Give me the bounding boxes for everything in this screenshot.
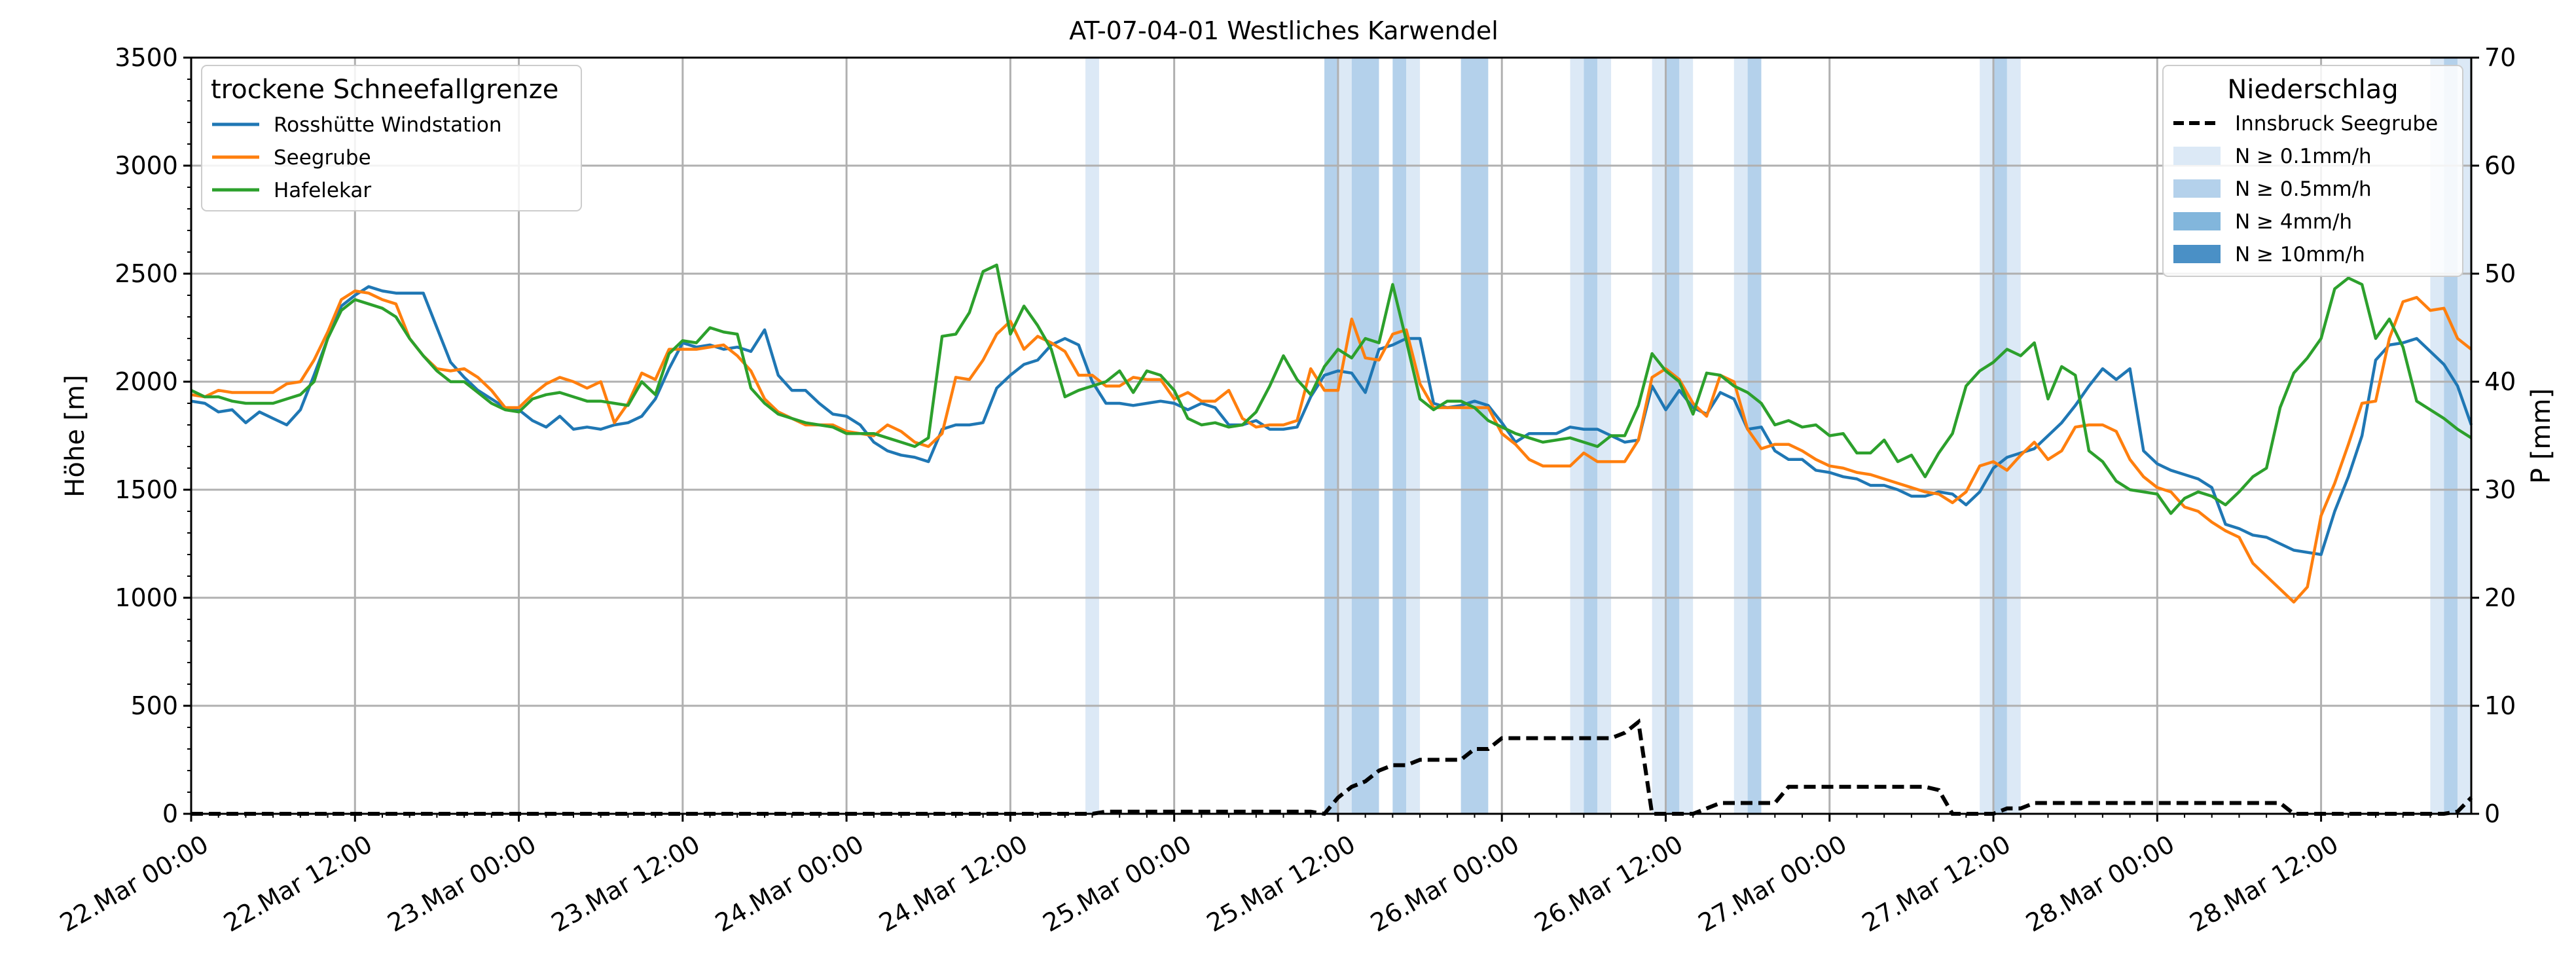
legend-right-label: N ≥ 10mm/h <box>2235 243 2365 266</box>
precip-band <box>1406 58 1421 814</box>
legend-right-line-label: Innsbruck Seegrube <box>2235 112 2438 136</box>
y-tick-label-left: 2000 <box>115 367 178 396</box>
y-tick-label-right: 0 <box>2484 799 2500 828</box>
axes <box>190 56 2473 815</box>
precip-band <box>1392 58 1407 814</box>
precip-band <box>1570 58 1584 814</box>
legend-left-label: Seegrube <box>274 146 371 170</box>
legend-right-swatch <box>2173 147 2221 165</box>
y-tick-label-left: 3000 <box>115 151 178 180</box>
precip-band <box>1980 58 1994 814</box>
legend-right-label: N ≥ 4mm/h <box>2235 210 2352 234</box>
chart-title: AT-07-04-01 Westliches Karwendel <box>1069 16 1498 45</box>
legend-left: trockene Schneefallgrenze Rosshütte Wind… <box>201 65 582 211</box>
precip-sum-line <box>191 718 2473 816</box>
precip-band <box>1351 58 1379 814</box>
plot-frame <box>190 56 2473 815</box>
legend-right-swatch <box>2173 179 2221 198</box>
precip-band <box>1597 58 1612 814</box>
precip-band <box>1747 58 1762 814</box>
y-tick-label-left: 1500 <box>115 475 178 504</box>
legend-left-label: Hafelekar <box>274 179 371 202</box>
y-tick-label-left: 2500 <box>115 259 178 288</box>
y-tick-label-left: 0 <box>162 799 178 828</box>
y-tick-label-right: 60 <box>2484 151 2516 180</box>
y-tick-label-left: 1000 <box>115 583 178 612</box>
legend-right-box <box>2162 65 2463 277</box>
precip-band <box>1085 58 1099 814</box>
precip-band <box>1324 58 1338 814</box>
y-tick-label-right: 10 <box>2484 691 2516 720</box>
series-line <box>190 285 2473 556</box>
y-tick-label-right: 40 <box>2484 367 2516 396</box>
legend-right-title: Niederschlag <box>2227 75 2398 105</box>
legend-left-title: trockene Schneefallgrenze <box>211 75 558 105</box>
y-tick-label-right: 30 <box>2484 475 2516 504</box>
legend-left-items: Rosshütte Windstation Seegrube Hafelekar <box>212 113 502 202</box>
y-tick-label-left: 500 <box>130 691 178 720</box>
precip-band <box>2006 58 2021 814</box>
legend-right-swatch <box>2173 212 2221 230</box>
precip-band <box>1652 58 1666 814</box>
precip-band <box>1679 58 1694 814</box>
precip-layer <box>191 718 2473 816</box>
y-tick-label-right: 70 <box>2484 43 2516 72</box>
legend-right-label: N ≥ 0.5mm/h <box>2235 177 2372 201</box>
y-tick-label-right: 20 <box>2484 583 2516 612</box>
y-axis-label-left: Höhe [m] <box>60 374 90 497</box>
series-line <box>190 289 2473 604</box>
legend-right-swatch <box>2173 245 2221 263</box>
precip-band <box>1665 58 1680 814</box>
precip-band <box>1337 58 1352 814</box>
legend-right: Niederschlag Innsbruck Seegrube N ≥ 0.1m… <box>2162 65 2463 277</box>
precip-band <box>1460 58 1489 814</box>
y-axis-label-right: P [mm] <box>2526 388 2556 484</box>
legend-right-items: N ≥ 0.1mm/h N ≥ 0.5mm/h N ≥ 4mm/h N ≥ 10mm/… <box>2173 145 2372 266</box>
precip-band <box>1733 58 1748 814</box>
y-tick-label-right: 50 <box>2484 259 2516 288</box>
legend-left-box <box>201 65 582 211</box>
series-layer <box>190 263 2473 604</box>
precip-band <box>1584 58 1598 814</box>
legend-right-label: N ≥ 0.1mm/h <box>2235 145 2372 168</box>
series-line <box>190 263 2473 515</box>
legend-left-label: Rosshütte Windstation <box>274 113 502 137</box>
y-tick-label-left: 3500 <box>115 43 178 72</box>
precip-band <box>1993 58 2007 814</box>
